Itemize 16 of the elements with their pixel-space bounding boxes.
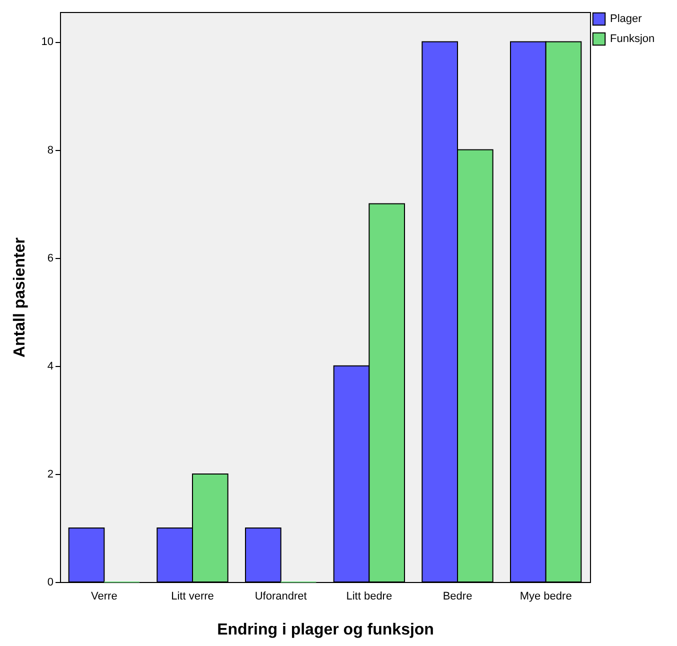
x-tick-label: Uforandret <box>254 590 307 602</box>
y-tick-label: 6 <box>47 252 54 264</box>
x-tick-label: Mye bedre <box>520 590 572 602</box>
y-tick-label: 8 <box>47 144 54 156</box>
y-tick-label: 0 <box>47 576 54 588</box>
x-axis-title: Endring i plager og funksjon <box>217 622 434 638</box>
y-axis-title: Antall pasienter <box>11 237 28 358</box>
legend-label: Plager <box>610 13 642 25</box>
x-tick-label: Bedre <box>442 590 472 602</box>
y-tick-label: 4 <box>47 360 54 372</box>
x-tick-label: Litt verre <box>171 590 214 602</box>
x-tick-label: Litt bedre <box>346 590 392 602</box>
legend-label: Funksjon <box>610 33 655 45</box>
y-tick-label: 2 <box>47 468 54 480</box>
x-tick-label: Verre <box>91 590 118 602</box>
y-tick-label: 10 <box>41 36 54 48</box>
